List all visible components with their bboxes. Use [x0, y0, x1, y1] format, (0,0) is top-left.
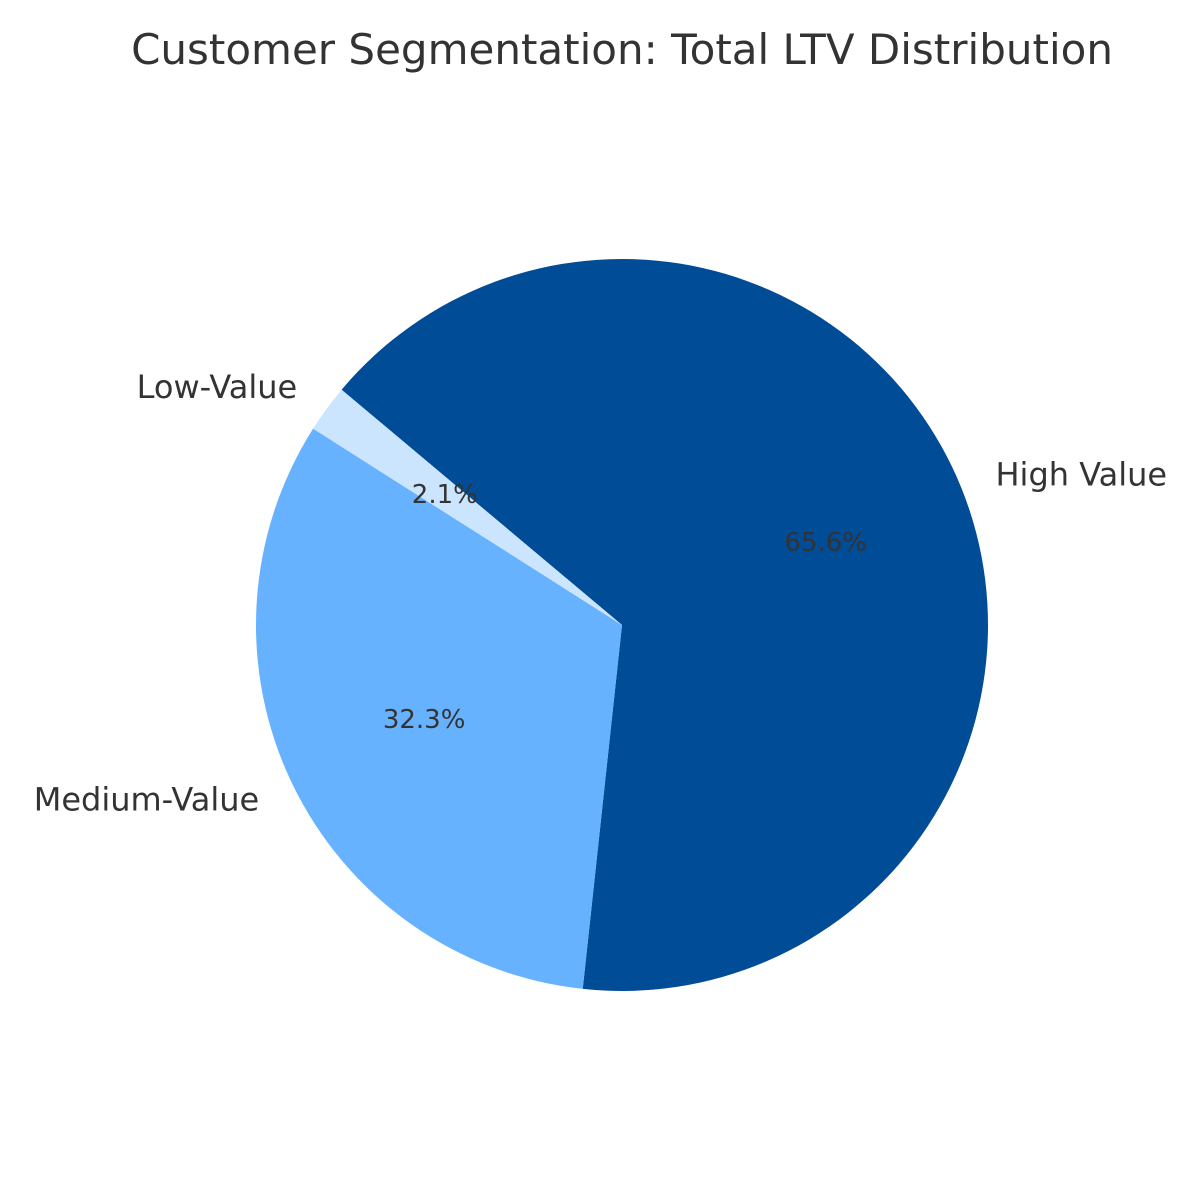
- slice-label-medium-value: Medium-Value: [34, 781, 260, 819]
- pct-label-low-value: 2.1%: [412, 480, 478, 510]
- slice-label-low-value: Low-Value: [137, 368, 298, 406]
- pct-label-medium-value: 32.3%: [383, 705, 466, 735]
- slice-label-high-value: High Value: [995, 456, 1167, 494]
- pie-labels: 65.6% High Value 32.3% Medium-Value 2.1% Low-…: [34, 368, 1167, 818]
- pie-slice-medium-value: [255, 428, 622, 989]
- chart-title: Customer Segmentation: Total LTV Distrib…: [131, 25, 1113, 74]
- pie-slice-low-value: [313, 389, 622, 625]
- pie-slice-high-value: [341, 258, 988, 991]
- pct-label-high-value: 65.6%: [784, 528, 867, 558]
- pie-slices: [255, 258, 988, 991]
